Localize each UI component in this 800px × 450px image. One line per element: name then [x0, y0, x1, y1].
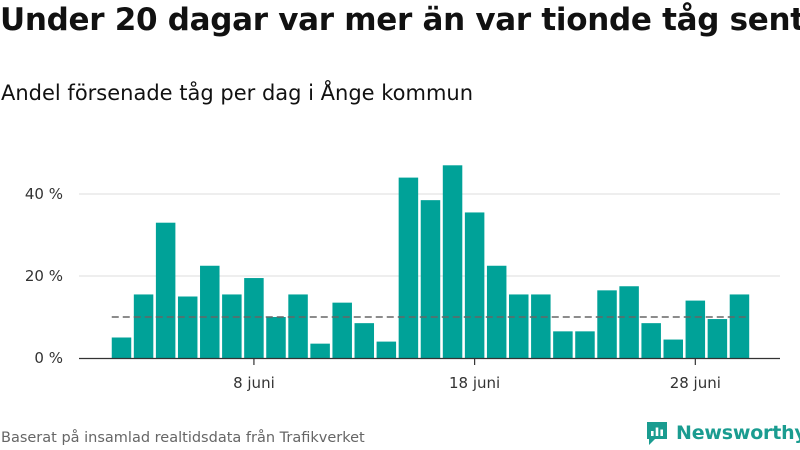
y-tick-label: 0 % [34, 349, 63, 367]
bar [486, 265, 507, 358]
bar [222, 294, 242, 358]
source-note: Baserat på insamlad realtidsdata från Tr… [1, 430, 365, 446]
newsworthy-logo-icon [647, 422, 667, 445]
bar [266, 317, 286, 358]
bar [398, 177, 419, 358]
chart-subtitle: Andel försenade tåg per dag i Ånge kommu… [1, 81, 474, 105]
bar [155, 222, 176, 358]
y-tick-label: 40 % [25, 185, 63, 203]
bar [354, 323, 375, 358]
bar-series [111, 165, 750, 358]
newsworthy-logo: Newsworthy [645, 420, 800, 446]
bar [729, 294, 750, 358]
bar [332, 302, 352, 358]
bar [575, 331, 595, 358]
bar [464, 212, 485, 358]
bar [442, 165, 463, 358]
bar [310, 343, 330, 358]
bar-chart: 0 % 20 % 40 % 8 juni 18 juni 28 juni [25, 165, 780, 392]
bar [509, 294, 529, 358]
y-tick-label: 20 % [25, 267, 63, 285]
bar [707, 319, 728, 358]
bar [111, 337, 132, 358]
axis-layer: 0 % 20 % 40 % 8 juni 18 juni 28 juni [25, 185, 780, 392]
bar [553, 331, 573, 358]
brand-name: Newsworthy [676, 422, 800, 444]
bar [619, 286, 639, 358]
x-tick-label: 18 juni [449, 374, 500, 392]
bar [531, 294, 551, 358]
bar [244, 278, 264, 358]
bar [641, 323, 661, 358]
chart-title: Under 20 dagar var mer än var tionde tåg… [0, 2, 800, 38]
bar [663, 339, 683, 358]
x-tick-label: 8 juni [233, 374, 275, 392]
bar [133, 294, 154, 358]
bar [597, 290, 617, 358]
bar [177, 296, 198, 358]
x-tick-label: 28 juni [670, 374, 721, 392]
bar [376, 341, 397, 358]
bar [685, 300, 706, 358]
bar [200, 265, 220, 358]
bar [288, 294, 308, 358]
bar [420, 200, 441, 358]
